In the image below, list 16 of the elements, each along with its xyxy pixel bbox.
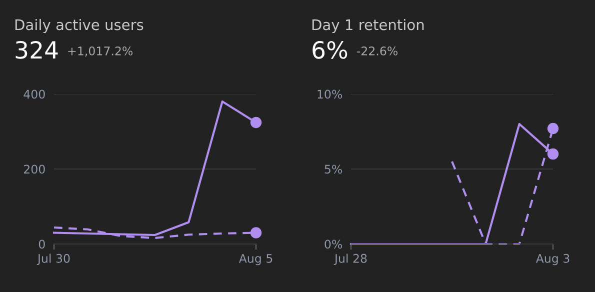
text: +1,017.2% bbox=[68, 46, 133, 57]
text: -22.6% bbox=[356, 46, 398, 56]
y-tick-label: 0% bbox=[324, 240, 342, 249]
chart-subtitle: 324 bbox=[16, 40, 58, 59]
y-tick-label: 10% bbox=[318, 90, 342, 99]
y-tick-label: 200 bbox=[24, 164, 45, 174]
x-tick-label: Jul 28 bbox=[334, 254, 367, 266]
chart-subtitle: 6% bbox=[312, 40, 348, 59]
y-tick-label: 400 bbox=[24, 90, 45, 99]
chart-title: Daily active users bbox=[15, 18, 144, 34]
y-tick-label: 0 bbox=[38, 240, 45, 249]
x-tick-label: Aug 3 bbox=[536, 254, 570, 266]
chart-title: Day 1 retention bbox=[312, 18, 424, 34]
y-tick-label: 5% bbox=[324, 164, 342, 174]
x-tick-label: Jul 30 bbox=[36, 254, 70, 266]
x-tick-label: Aug 5 bbox=[238, 254, 272, 266]
